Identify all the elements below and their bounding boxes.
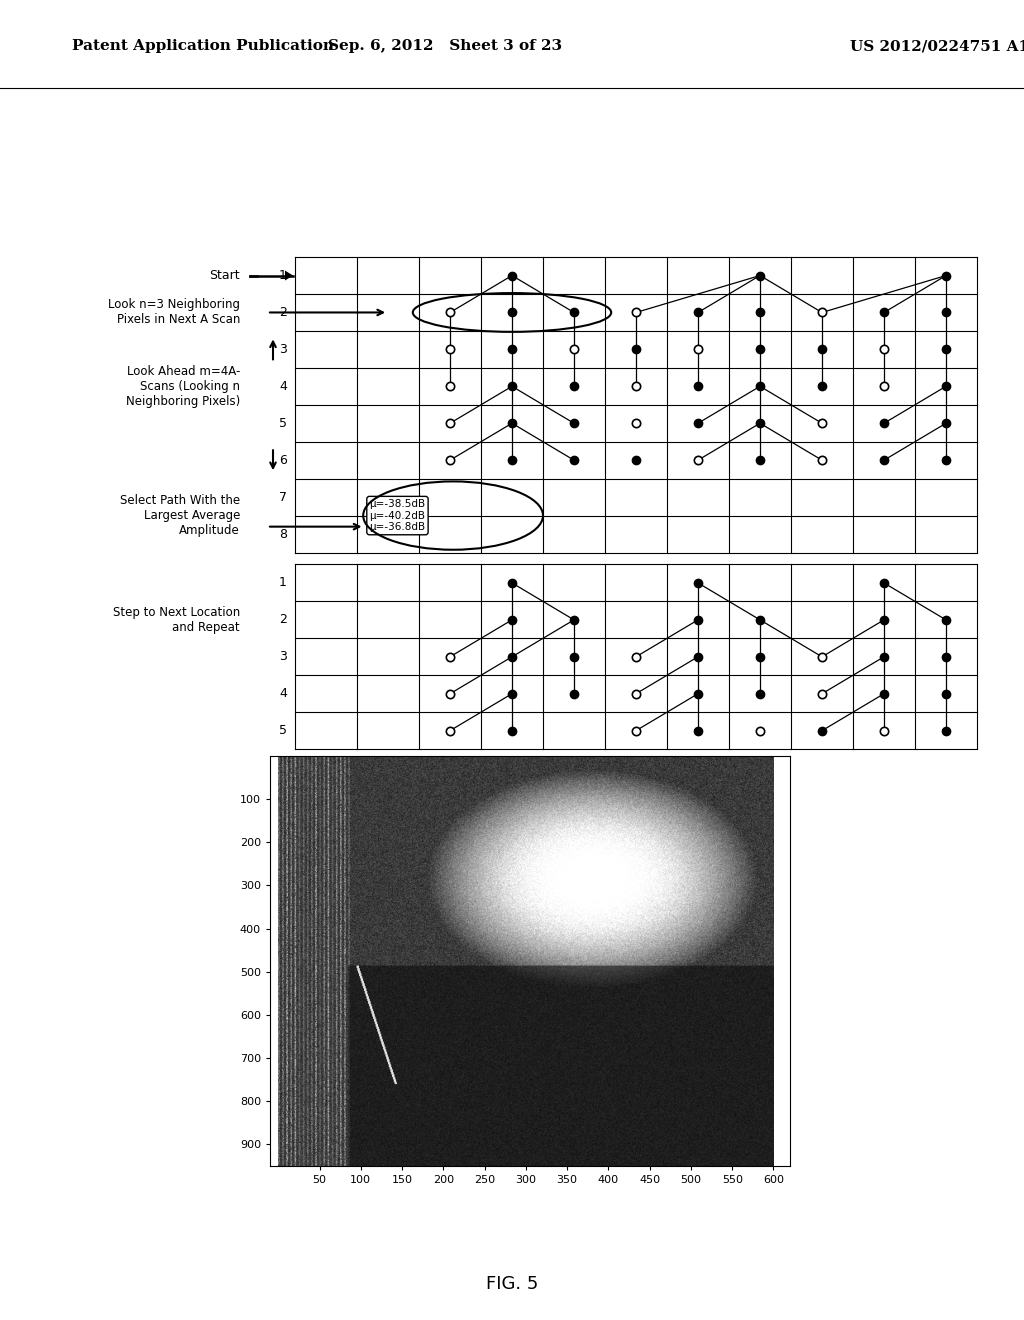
Text: Sep. 6, 2012   Sheet 3 of 23: Sep. 6, 2012 Sheet 3 of 23: [329, 40, 562, 53]
Text: 2: 2: [280, 614, 287, 627]
Text: 3: 3: [280, 343, 287, 356]
Text: Look n=3 Neighboring
Pixels in Next A Scan: Look n=3 Neighboring Pixels in Next A Sc…: [108, 298, 240, 326]
Text: 4: 4: [280, 688, 287, 700]
Text: US 2012/0224751 A1: US 2012/0224751 A1: [850, 40, 1024, 53]
Text: Patent Application Publication: Patent Application Publication: [72, 40, 334, 53]
Text: 5: 5: [279, 417, 287, 430]
Text: FIG. 5: FIG. 5: [486, 1275, 539, 1294]
Text: 4: 4: [280, 380, 287, 393]
Text: 3: 3: [280, 651, 287, 663]
Text: 1: 1: [280, 269, 287, 282]
Text: Look Ahead m=4A-
Scans (Looking n
Neighboring Pixels): Look Ahead m=4A- Scans (Looking n Neighb…: [126, 364, 240, 408]
Text: 1: 1: [280, 577, 287, 590]
Text: 2: 2: [280, 306, 287, 319]
Text: Step to Next Location
and Repeat: Step to Next Location and Repeat: [113, 606, 240, 634]
Polygon shape: [285, 271, 293, 281]
Text: 8: 8: [279, 528, 287, 540]
Text: Select Path With the
Largest Average
Amplitude: Select Path With the Largest Average Amp…: [120, 494, 240, 537]
Text: 5: 5: [279, 725, 287, 737]
Text: Start: Start: [209, 269, 240, 282]
Text: 6: 6: [280, 454, 287, 467]
Text: 7: 7: [279, 491, 287, 504]
Text: FIG. 4: FIG. 4: [610, 768, 663, 787]
Text: μ=-38.5dB
μ=-40.2dB
μ=-36.8dB: μ=-38.5dB μ=-40.2dB μ=-36.8dB: [370, 499, 426, 532]
